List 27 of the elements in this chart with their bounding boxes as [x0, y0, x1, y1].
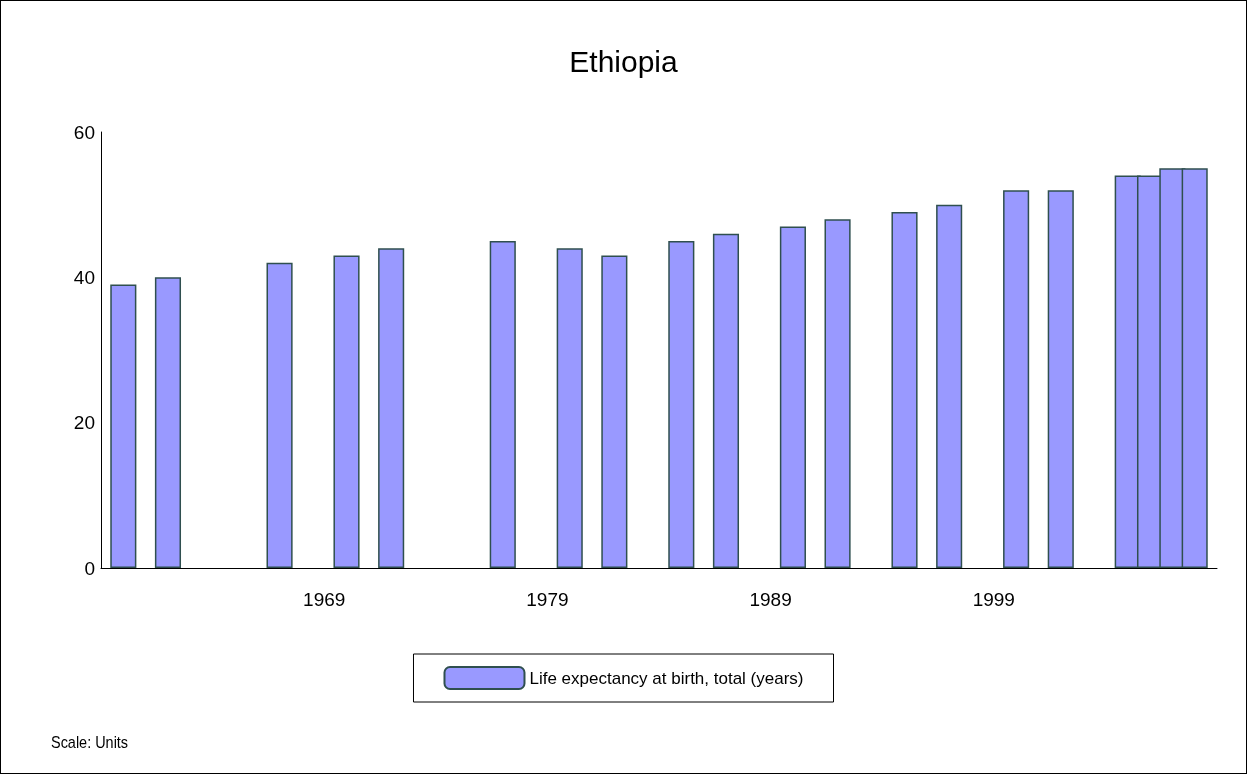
- bar: [712, 233, 740, 568]
- bar: [489, 241, 516, 568]
- bar: [1003, 190, 1030, 568]
- y-tick-label: 0: [84, 557, 95, 579]
- bar: [601, 255, 628, 568]
- x-tick-label: 1999: [972, 589, 1015, 610]
- bar: [891, 211, 918, 568]
- legend-label: Life expectancy at birth, total (years): [529, 668, 804, 688]
- y-tick-label: 40: [73, 266, 95, 288]
- chart-title: Ethiopia: [569, 44, 679, 78]
- bar: [110, 284, 137, 568]
- y-tick-label: 20: [73, 412, 95, 434]
- bar: [154, 277, 182, 568]
- bar: [556, 248, 583, 568]
- bar: [779, 226, 806, 568]
- bar: [1047, 190, 1074, 568]
- y-tick-label: 60: [73, 121, 95, 143]
- x-tick-label: 1989: [749, 589, 792, 610]
- bar: [266, 262, 293, 568]
- bar: [333, 255, 360, 568]
- text: Scale: Units: [51, 733, 129, 753]
- x-tick-label: 1979: [526, 589, 569, 610]
- x-tick-label: 1969: [303, 589, 346, 610]
- bar: [378, 248, 405, 568]
- bar: [936, 204, 963, 568]
- bar: [824, 219, 851, 568]
- bar: [668, 241, 695, 568]
